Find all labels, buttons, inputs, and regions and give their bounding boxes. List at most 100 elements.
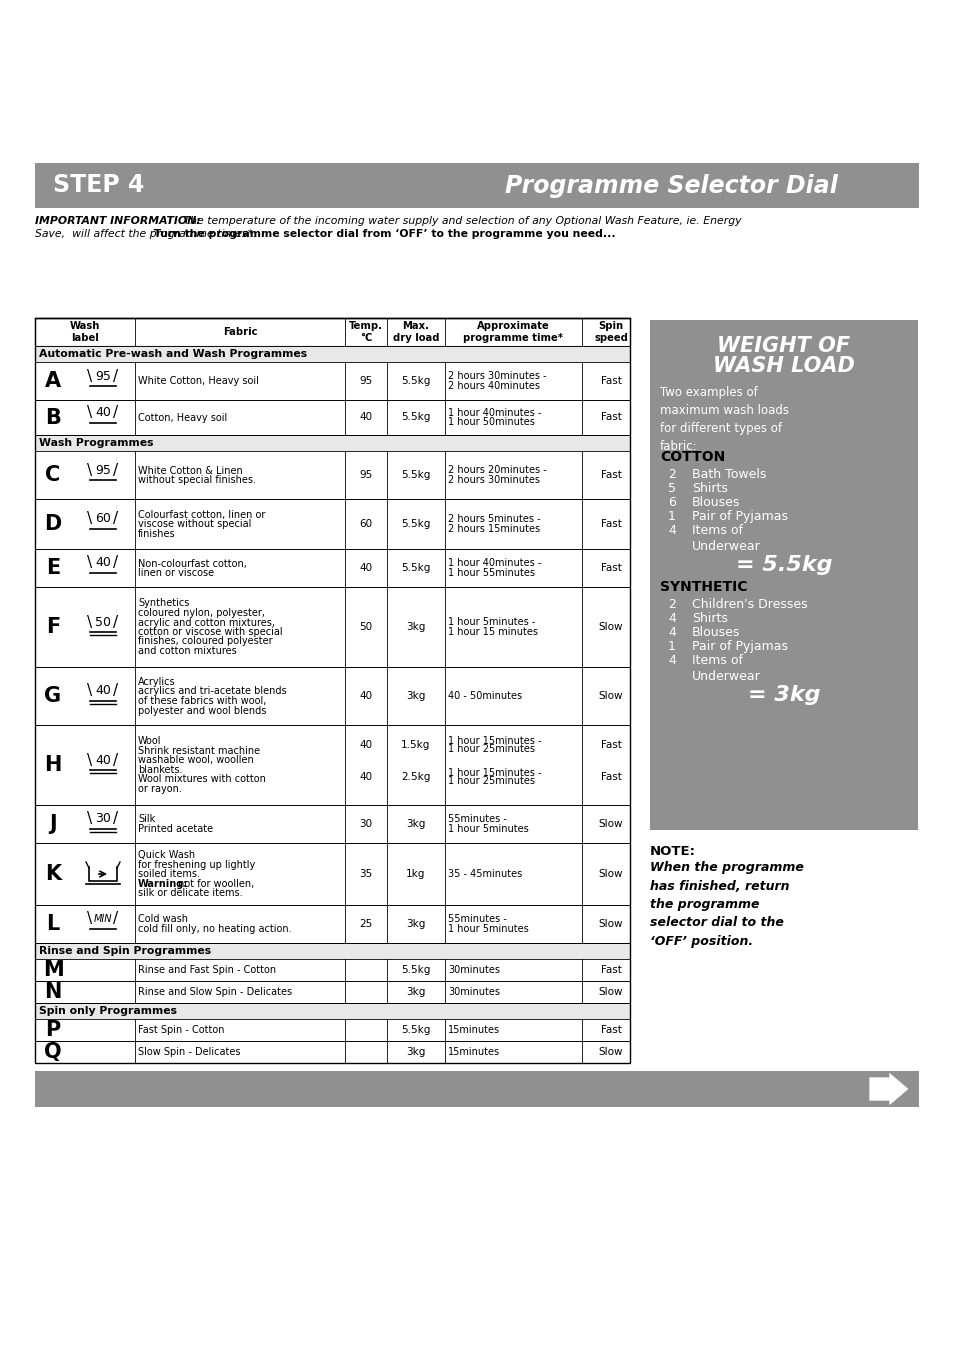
Text: 40 - 50minutes: 40 - 50minutes <box>448 690 521 701</box>
Text: 3kg: 3kg <box>406 690 425 701</box>
Text: M: M <box>43 961 63 979</box>
Text: 15minutes: 15minutes <box>448 1025 499 1035</box>
Text: soiled items.: soiled items. <box>138 869 200 880</box>
Text: blankets.: blankets. <box>138 765 182 775</box>
Text: 50: 50 <box>95 616 111 628</box>
Text: 1 hour 50minutes: 1 hour 50minutes <box>448 417 535 427</box>
Text: F: F <box>46 617 60 638</box>
Text: Automatic Pre-wash and Wash Programmes: Automatic Pre-wash and Wash Programmes <box>39 349 307 359</box>
Text: /: / <box>113 615 118 630</box>
Text: Fast: Fast <box>600 965 620 975</box>
Text: /: / <box>113 369 118 384</box>
Text: Programme Selector Dial: Programme Selector Dial <box>504 173 837 197</box>
Bar <box>35 1071 918 1106</box>
Text: Pair of Pyjamas: Pair of Pyjamas <box>691 509 787 523</box>
Text: /: / <box>113 512 118 527</box>
Text: 30minutes: 30minutes <box>448 988 499 997</box>
Text: 30: 30 <box>95 812 111 825</box>
Text: Fast: Fast <box>600 519 620 530</box>
Text: 1 hour 25minutes: 1 hour 25minutes <box>448 744 535 754</box>
Text: Bath Towels: Bath Towels <box>691 467 765 481</box>
Text: for freshening up lightly: for freshening up lightly <box>138 859 255 870</box>
Text: = 3kg: = 3kg <box>747 685 820 705</box>
Text: Shirts: Shirts <box>691 482 727 494</box>
Text: Fast Spin - Cotton: Fast Spin - Cotton <box>138 1025 224 1035</box>
Text: 35: 35 <box>359 869 373 880</box>
Bar <box>35 451 629 499</box>
Bar <box>35 981 629 1002</box>
Text: Slow: Slow <box>598 919 622 929</box>
Bar <box>35 163 918 208</box>
Bar <box>35 362 629 400</box>
Text: 25: 25 <box>359 919 373 929</box>
Text: linen or viscose: linen or viscose <box>138 567 213 578</box>
Text: Q: Q <box>44 1042 62 1062</box>
Text: Pair of Pyjamas: Pair of Pyjamas <box>691 640 787 653</box>
Bar <box>35 959 629 981</box>
Text: NOTE:: NOTE: <box>649 844 696 858</box>
Text: /: / <box>113 555 118 570</box>
Text: Shirts: Shirts <box>691 612 727 626</box>
Text: Approximate
programme time*: Approximate programme time* <box>463 320 563 343</box>
Bar <box>35 843 629 905</box>
Text: Printed acetate: Printed acetate <box>138 824 213 834</box>
Text: Silk: Silk <box>138 815 155 824</box>
Text: finishes, coloured polyester: finishes, coloured polyester <box>138 636 273 647</box>
Text: = 5.5kg: = 5.5kg <box>735 555 831 576</box>
Bar <box>35 586 629 667</box>
Text: \: \ <box>88 512 92 527</box>
Text: 5: 5 <box>667 482 676 494</box>
Text: 5.5kg: 5.5kg <box>401 1025 430 1035</box>
Bar <box>649 320 917 830</box>
Text: cotton or viscose with special: cotton or viscose with special <box>138 627 282 638</box>
Text: White Cotton & Linen: White Cotton & Linen <box>138 466 242 476</box>
Text: Blouses: Blouses <box>691 626 740 639</box>
Text: Spin only Programmes: Spin only Programmes <box>39 1006 177 1016</box>
Text: Items of
Underwear: Items of Underwear <box>691 524 760 553</box>
Text: 40: 40 <box>95 754 111 766</box>
Text: 1 hour 55minutes: 1 hour 55minutes <box>448 567 535 578</box>
Text: 40: 40 <box>95 685 111 697</box>
Text: /: / <box>113 912 118 927</box>
Bar <box>35 451 629 499</box>
Text: 5.5kg: 5.5kg <box>401 470 430 480</box>
Text: L: L <box>47 915 60 934</box>
Bar <box>35 1042 629 1063</box>
Text: Fast: Fast <box>600 740 620 750</box>
Text: 30: 30 <box>359 819 373 830</box>
Text: Slow: Slow <box>598 869 622 880</box>
Text: 3kg: 3kg <box>406 919 425 929</box>
Text: Fast: Fast <box>600 563 620 573</box>
Text: STEP 4: STEP 4 <box>53 173 144 197</box>
Text: 3kg: 3kg <box>406 819 425 830</box>
Text: 5.5kg: 5.5kg <box>401 412 430 423</box>
Text: \: \ <box>88 369 92 384</box>
Text: 1: 1 <box>667 509 675 523</box>
Text: Blouses: Blouses <box>691 496 740 509</box>
Bar <box>35 586 629 667</box>
Text: acrylics and tri-acetate blends: acrylics and tri-acetate blends <box>138 686 286 697</box>
Text: 50: 50 <box>359 621 373 632</box>
Text: 1: 1 <box>667 640 675 653</box>
Text: C: C <box>46 465 61 485</box>
Text: /: / <box>113 405 118 420</box>
Bar <box>35 1019 629 1042</box>
Text: 40: 40 <box>359 771 373 782</box>
Text: 95: 95 <box>95 370 111 382</box>
Bar <box>35 905 629 943</box>
Text: WASH LOAD: WASH LOAD <box>712 357 854 376</box>
Text: acrylic and cotton mixtures,: acrylic and cotton mixtures, <box>138 617 274 627</box>
Text: 3kg: 3kg <box>406 988 425 997</box>
Text: 55minutes -: 55minutes - <box>448 915 506 924</box>
Bar <box>35 805 629 843</box>
Text: E: E <box>46 558 60 578</box>
Bar <box>35 843 629 905</box>
Text: 2 hours 30minutes -: 2 hours 30minutes - <box>448 372 546 381</box>
Text: When the programme
has finished, return
the programme
selector dial to the
‘OFF’: When the programme has finished, return … <box>649 861 803 948</box>
Bar <box>35 435 629 451</box>
Text: P: P <box>46 1020 61 1040</box>
Text: N: N <box>44 982 62 1002</box>
Text: Save,  will affect the programme times*.: Save, will affect the programme times*. <box>35 230 260 239</box>
Bar <box>35 1002 629 1019</box>
Text: 1 hour 5minutes -: 1 hour 5minutes - <box>448 617 535 627</box>
